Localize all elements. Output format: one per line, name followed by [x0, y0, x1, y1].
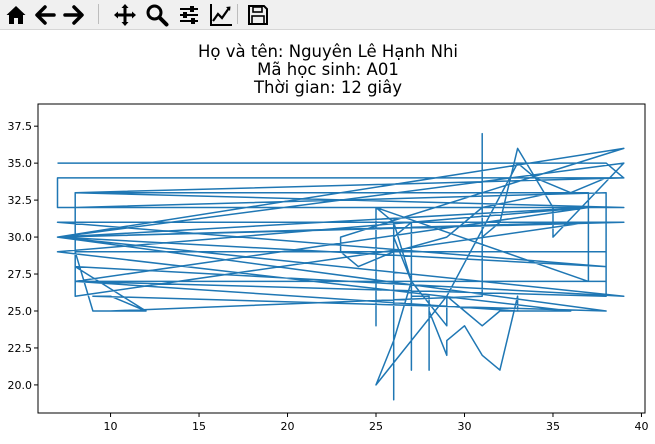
y-tick-label: 20.0 [8, 379, 33, 392]
x-tick-label: 30 [457, 420, 471, 433]
y-tick-label: 27.5 [8, 268, 33, 281]
y-tick-label: 30.0 [8, 231, 33, 244]
back-icon[interactable] [31, 1, 59, 28]
y-tick-label: 32.5 [8, 194, 33, 207]
plot-area [56, 132, 625, 401]
y-tick-label: 22.5 [8, 342, 33, 355]
x-tick-label: 25 [369, 420, 383, 433]
forward-icon[interactable] [60, 1, 88, 28]
y-tick-label: 25.0 [8, 305, 33, 318]
y-tick-label: 37.5 [8, 120, 33, 133]
figure-canvas[interactable]: Họ và tên: Nguyên Lê Hạnh Nhi Mã học sin… [0, 30, 655, 444]
edit-axis-icon[interactable] [207, 1, 235, 28]
toolbar [0, 0, 655, 30]
x-tick-label: 15 [192, 420, 206, 433]
toolbar-separator [237, 4, 238, 24]
chart: Họ và tên: Nguyên Lê Hạnh Nhi Mã học sin… [8, 42, 649, 433]
x-tick-label: 20 [281, 420, 295, 433]
x-tick-label: 10 [104, 420, 118, 433]
chart-title-line: Họ và tên: Nguyên Lê Hạnh Nhi [198, 42, 458, 61]
toolbar-separator [98, 4, 99, 24]
x-tick-label: 40 [634, 420, 648, 433]
axes-frame [37, 103, 646, 414]
series-line-0 [56, 132, 625, 401]
configure-subplots-icon[interactable] [175, 1, 203, 28]
x-axis: 10 15 20 25 30 35 40 [104, 413, 648, 433]
chart-title: Họ và tên: Nguyên Lê Hạnh Nhi Mã học sin… [198, 42, 458, 97]
chart-title-line: Mã học sinh: A01 [257, 60, 399, 79]
y-axis: 20.0 22.5 25.0 27.5 30.0 32.5 35.0 37.5 [8, 120, 38, 392]
x-tick-label: 35 [546, 420, 560, 433]
home-icon[interactable] [2, 1, 30, 28]
chart-title-line: Thời gian: 12 giây [253, 78, 402, 97]
y-tick-label: 35.0 [8, 157, 33, 170]
save-icon[interactable] [244, 1, 272, 28]
zoom-icon[interactable] [143, 1, 171, 28]
pan-icon[interactable] [111, 1, 139, 28]
